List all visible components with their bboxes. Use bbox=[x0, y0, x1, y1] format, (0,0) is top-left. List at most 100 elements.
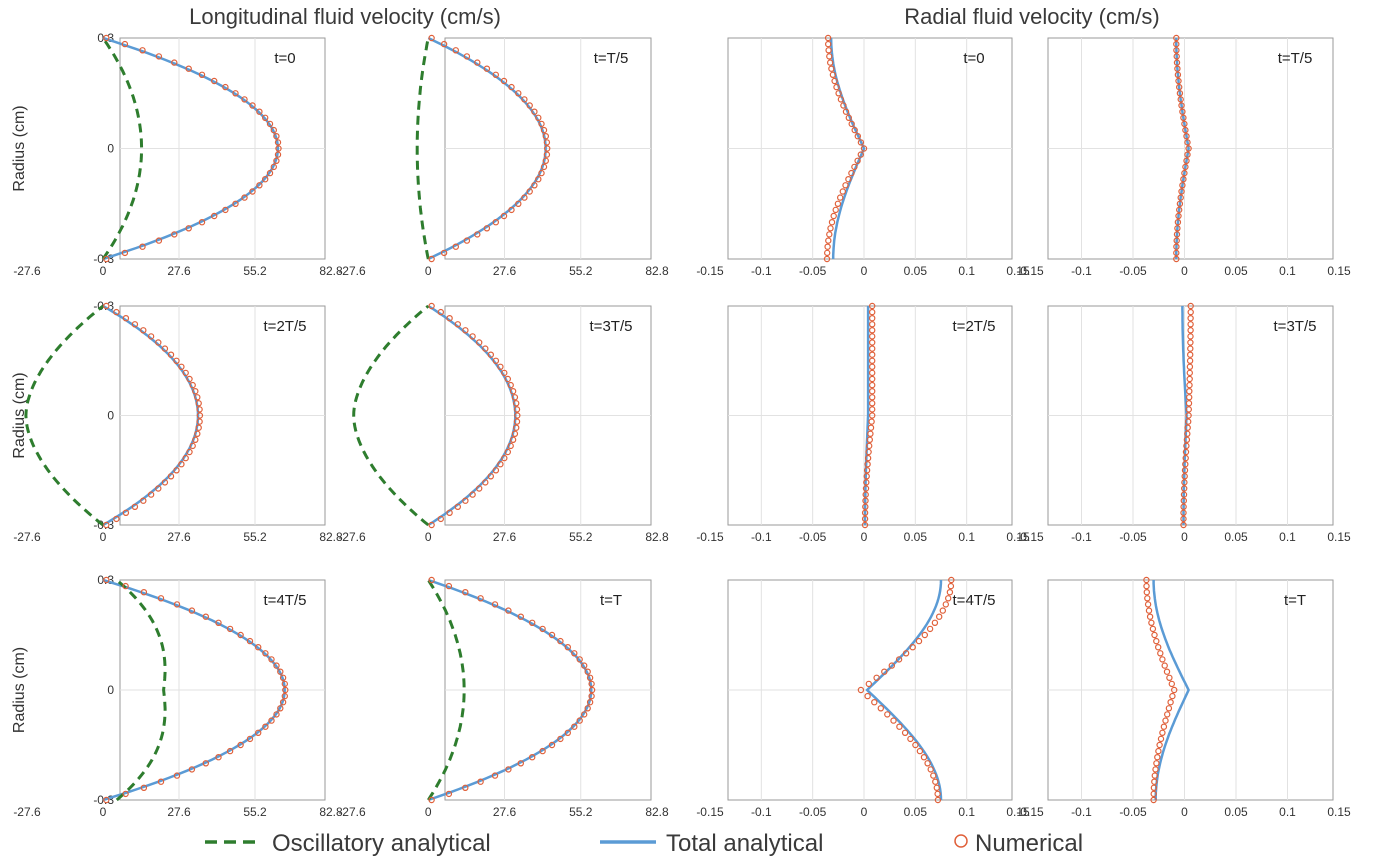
series-numerical-point bbox=[147, 333, 155, 340]
series-numerical-point bbox=[542, 157, 550, 164]
legend-numerical-label: Numerical bbox=[975, 830, 1083, 857]
series-numerical-point bbox=[188, 607, 196, 614]
x-tick-label: -0.15 bbox=[696, 264, 724, 278]
series-numerical-point bbox=[491, 601, 499, 608]
x-tick-label: 0 bbox=[1181, 530, 1188, 544]
series-numerical-point bbox=[195, 424, 202, 431]
series-numerical-point bbox=[827, 225, 834, 232]
series-numerical-point bbox=[1149, 625, 1157, 633]
series-numerical-point bbox=[491, 772, 499, 779]
series-numerical-point bbox=[529, 754, 536, 761]
series-numerical-point bbox=[1174, 225, 1181, 232]
series-numerical-point bbox=[268, 656, 275, 663]
series-numerical-point bbox=[1180, 509, 1187, 516]
series-numerical-point bbox=[584, 668, 591, 675]
series-numerical-point bbox=[273, 711, 280, 718]
series-numerical-point bbox=[873, 674, 880, 682]
series-numerical-point bbox=[1168, 680, 1176, 688]
x-tick-label: 55.2 bbox=[569, 264, 593, 278]
series-numerical-point bbox=[446, 509, 453, 516]
series-numerical-point bbox=[477, 595, 484, 602]
series-numerical-point bbox=[837, 194, 844, 201]
series-numerical-point bbox=[507, 442, 514, 450]
series-numerical-point bbox=[861, 515, 869, 523]
series-numerical-point bbox=[202, 760, 209, 767]
series-numerical-point bbox=[1187, 308, 1194, 316]
series-numerical-point bbox=[1182, 454, 1189, 462]
series-numerical-point bbox=[1173, 231, 1181, 238]
series-numerical-point bbox=[1187, 333, 1194, 340]
series-numerical-point bbox=[1173, 249, 1180, 257]
series-numerical-point bbox=[826, 53, 833, 60]
series-numerical-point bbox=[122, 315, 130, 322]
series-numerical-point bbox=[829, 71, 837, 79]
series-numerical-point bbox=[837, 96, 845, 103]
x-tick-label: -0.15 bbox=[1016, 264, 1044, 278]
x-tick-label: -0.05 bbox=[799, 530, 827, 544]
series-numerical-point bbox=[1167, 699, 1174, 706]
series-numerical-point bbox=[178, 461, 185, 468]
series-numerical-point bbox=[1183, 157, 1190, 164]
series-numerical-point bbox=[1185, 400, 1193, 407]
series-numerical-point bbox=[867, 430, 874, 437]
series-numerical-point bbox=[945, 595, 952, 602]
series-numerical-point bbox=[232, 90, 239, 97]
series-numerical-point bbox=[492, 357, 500, 364]
series-numerical-point bbox=[173, 772, 181, 779]
series-numerical-point bbox=[186, 448, 193, 456]
series-numerical-point bbox=[1163, 711, 1171, 718]
series-numerical-point bbox=[539, 747, 546, 755]
series-numerical-point bbox=[279, 674, 287, 682]
series-numerical-point bbox=[1180, 503, 1187, 510]
x-tick-label: 0 bbox=[425, 530, 432, 544]
series-numerical-point bbox=[440, 40, 448, 48]
series-numerical-point bbox=[1182, 448, 1190, 456]
series-numerical-point bbox=[270, 163, 277, 171]
series-numerical-point bbox=[869, 357, 876, 364]
x-tick-label: 82.8 bbox=[319, 264, 343, 278]
series-numerical-point bbox=[842, 182, 849, 189]
y-tick-label: 0 bbox=[107, 409, 114, 423]
x-tick-label: 0 bbox=[1181, 264, 1188, 278]
series-numerical-point bbox=[862, 491, 869, 498]
series-numerical-point bbox=[564, 644, 572, 651]
series-total-analytical bbox=[1152, 580, 1190, 800]
series-numerical-point bbox=[185, 65, 192, 72]
series-numerical-point bbox=[526, 102, 533, 109]
x-tick-label: 27.6 bbox=[167, 264, 191, 278]
panel-time-label: t=0 bbox=[963, 50, 984, 67]
series-numerical-point bbox=[173, 467, 180, 474]
series-numerical-point bbox=[505, 766, 512, 773]
series-oscillatory-analytical bbox=[352, 304, 430, 527]
x-tick-label: 27.6 bbox=[167, 805, 191, 819]
series-numerical-point bbox=[826, 231, 833, 238]
series-numerical-point bbox=[1186, 375, 1193, 383]
x-tick-label: 0 bbox=[100, 264, 107, 278]
series-numerical-point bbox=[501, 454, 508, 462]
legend-total-label: Total analytical bbox=[666, 830, 823, 857]
series-numerical-point bbox=[1186, 357, 1194, 364]
series-numerical-point bbox=[487, 351, 494, 358]
series-numerical-point bbox=[121, 249, 129, 257]
series-numerical-point bbox=[1150, 796, 1157, 804]
series-numerical-point bbox=[262, 723, 269, 730]
series-numerical-point bbox=[936, 613, 943, 620]
series-numerical-point bbox=[508, 83, 515, 91]
series-numerical-point bbox=[1173, 243, 1180, 250]
series-numerical-point bbox=[1185, 145, 1192, 152]
series-numerical-point bbox=[1178, 188, 1185, 195]
series-numerical-point bbox=[1187, 315, 1194, 322]
series-numerical-point bbox=[538, 169, 545, 177]
series-numerical-point bbox=[828, 218, 836, 226]
series-numerical-point bbox=[167, 351, 175, 358]
series-numerical-point bbox=[274, 139, 282, 146]
series-numerical-point bbox=[103, 34, 110, 42]
series-numerical-point bbox=[255, 644, 262, 651]
series-numerical-point bbox=[1184, 430, 1191, 437]
series-numerical-point bbox=[437, 308, 444, 316]
series-numerical-point bbox=[189, 442, 196, 450]
series-numerical-point bbox=[869, 351, 876, 358]
series-numerical-point bbox=[515, 200, 522, 207]
